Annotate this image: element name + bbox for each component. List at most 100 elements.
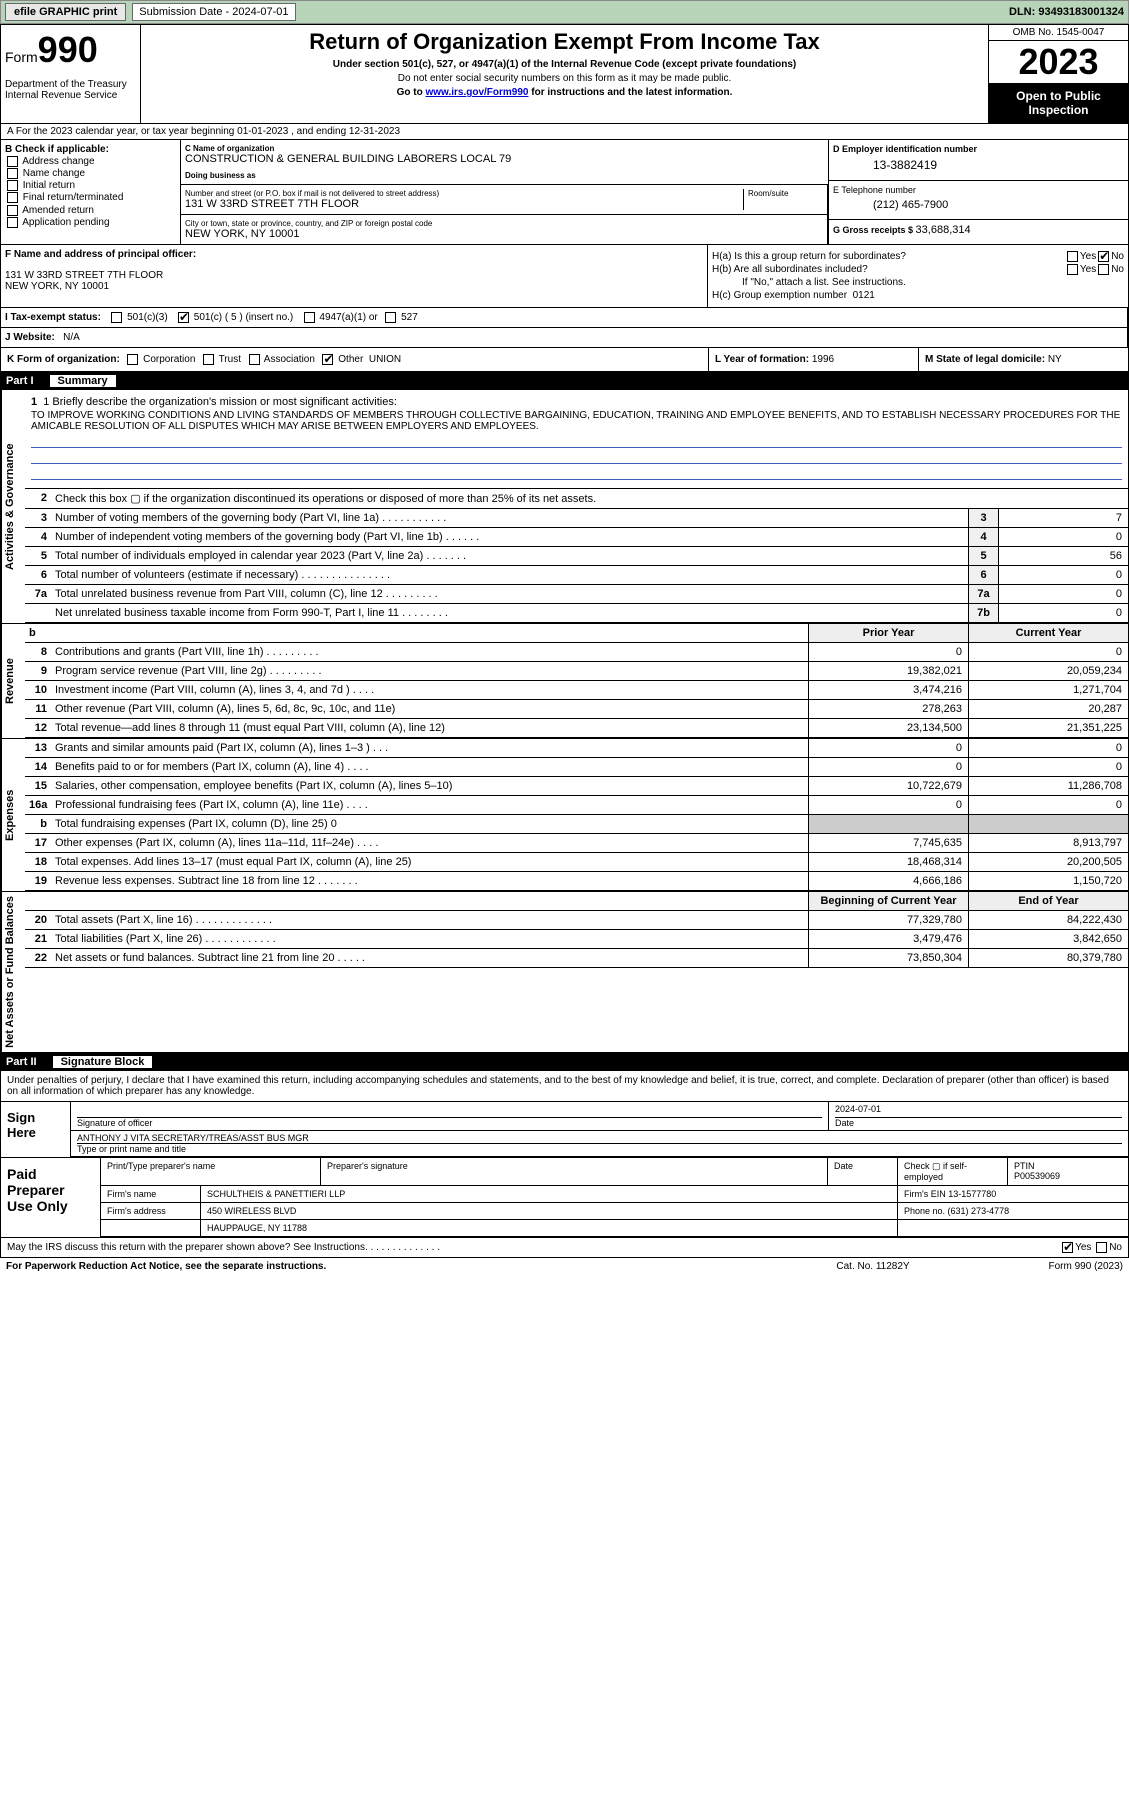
blank-line	[31, 434, 1122, 448]
gov-row: 4 Number of independent voting members o…	[25, 528, 1128, 547]
sign-here-label: Sign Here	[1, 1102, 71, 1157]
line-desc: Total assets (Part X, line 16) . . . . .…	[51, 911, 808, 929]
4947-checkbox[interactable]	[304, 312, 315, 323]
current-year-val: 0	[968, 758, 1128, 776]
room-label: Room/suite	[748, 189, 823, 198]
sig-date: 2024-07-01	[835, 1104, 1122, 1118]
prior-year-val: 0	[808, 739, 968, 757]
data-row: 19 Revenue less expenses. Subtract line …	[25, 872, 1128, 891]
line-desc: Contributions and grants (Part VIII, lin…	[51, 643, 808, 661]
k-opt: Other	[338, 354, 363, 365]
street-label: Number and street (or P.O. box if mail i…	[185, 189, 743, 198]
initial-return-checkbox[interactable]	[7, 180, 18, 191]
current-year-val: 80,379,780	[968, 949, 1128, 967]
col-b: B Check if applicable: Address change Na…	[1, 140, 181, 244]
ein: 13-3882419	[833, 154, 1124, 176]
corp-checkbox[interactable]	[127, 354, 138, 365]
line-box: 6	[968, 566, 998, 584]
prior-year-val	[808, 815, 968, 833]
signature-block: Under penalties of perjury, I declare th…	[0, 1071, 1129, 1238]
line-num: 10	[25, 681, 51, 699]
addr-change-checkbox[interactable]	[7, 156, 18, 167]
top-bar: efile GRAPHIC print Submission Date - 20…	[0, 0, 1129, 24]
firm-name-label: Firm's name	[101, 1186, 201, 1202]
net-assets-section: Net Assets or Fund Balances Beginning of…	[0, 892, 1129, 1053]
line-desc: Program service revenue (Part VIII, line…	[51, 662, 808, 680]
other-checkbox[interactable]	[322, 354, 333, 365]
website: N/A	[63, 332, 80, 343]
row-i: I Tax-exempt status: 501(c)(3) 501(c) ( …	[0, 308, 1129, 328]
line-num: 3	[25, 509, 51, 527]
final-return-checkbox[interactable]	[7, 192, 18, 203]
line-num: 11	[25, 700, 51, 718]
data-row: 17 Other expenses (Part IX, column (A), …	[25, 834, 1128, 853]
current-year-val: 0	[968, 739, 1128, 757]
prior-year-val: 0	[808, 758, 968, 776]
prior-year-val: 3,479,476	[808, 930, 968, 948]
firm-ein-label: Firm's EIN	[904, 1189, 948, 1199]
expenses-section: Expenses 13 Grants and similar amounts p…	[0, 739, 1129, 892]
k-label: K Form of organization:	[7, 354, 120, 365]
goto-prefix: Go to	[397, 87, 426, 98]
form-label: Form	[5, 49, 38, 65]
527-checkbox[interactable]	[385, 312, 396, 323]
discuss-yes-checkbox[interactable]	[1062, 1242, 1073, 1253]
line-desc: Professional fundraising fees (Part IX, …	[51, 796, 808, 814]
l-label: L Year of formation:	[715, 354, 812, 365]
firm-addr: 450 WIRELESS BLVD	[201, 1203, 898, 1219]
501c-checkbox[interactable]	[178, 312, 189, 323]
open-public: Open to Public Inspection	[989, 83, 1128, 123]
block-fh: F Name and address of principal officer:…	[0, 245, 1129, 308]
line-val: 0	[998, 566, 1128, 584]
city-label: City or town, state or province, country…	[185, 219, 823, 228]
line-val: 0	[998, 585, 1128, 603]
gov-row: Net unrelated business taxable income fr…	[25, 604, 1128, 623]
efile-btn[interactable]: efile GRAPHIC print	[5, 3, 126, 21]
501c3-checkbox[interactable]	[111, 312, 122, 323]
i-label: I Tax-exempt status:	[5, 312, 101, 323]
hb-yes-checkbox[interactable]	[1067, 264, 1078, 275]
name-change-checkbox[interactable]	[7, 168, 18, 179]
form-number: 990	[38, 29, 98, 70]
line-desc: Revenue less expenses. Subtract line 18 …	[51, 872, 808, 890]
yes-label: Yes	[1080, 251, 1096, 262]
prior-year-val: 7,745,635	[808, 834, 968, 852]
part-ii-header: Part II Signature Block	[0, 1053, 1129, 1071]
line-desc: Number of voting members of the governin…	[51, 509, 968, 527]
ha-no-checkbox[interactable]	[1098, 251, 1109, 262]
city: NEW YORK, NY 10001	[185, 228, 823, 240]
part-num: Part I	[6, 375, 46, 387]
sig-label: Signature of officer	[77, 1118, 152, 1128]
section-a: A For the 2023 calendar year, or tax yea…	[0, 124, 1129, 140]
line-desc: Salaries, other compensation, employee b…	[51, 777, 808, 795]
line-num: 12	[25, 719, 51, 737]
governance-section: Activities & Governance 1 1 Briefly desc…	[0, 390, 1129, 624]
data-row: b Total fundraising expenses (Part IX, c…	[25, 815, 1128, 834]
current-year-val: 0	[968, 643, 1128, 661]
firm-addr-label: Firm's address	[101, 1203, 201, 1219]
line-num: 7a	[25, 585, 51, 603]
irs-link[interactable]: www.irs.gov/Form990	[425, 87, 528, 98]
line-desc: Other expenses (Part IX, column (A), lin…	[51, 834, 808, 852]
current-year-val: 84,222,430	[968, 911, 1128, 929]
current-year-val: 20,059,234	[968, 662, 1128, 680]
form-header: Form990 Department of the Treasury Inter…	[0, 24, 1129, 124]
col-f: F Name and address of principal officer:…	[1, 245, 708, 307]
name-label: Type or print name and title	[77, 1144, 186, 1154]
line-num: 21	[25, 930, 51, 948]
footer: For Paperwork Reduction Act Notice, see …	[0, 1258, 1129, 1275]
current-year-hdr: Current Year	[968, 624, 1128, 642]
app-pending-checkbox[interactable]	[7, 217, 18, 228]
trust-checkbox[interactable]	[203, 354, 214, 365]
data-row: 14 Benefits paid to or for members (Part…	[25, 758, 1128, 777]
dept-label: Department of the Treasury Internal Reve…	[5, 79, 136, 101]
amended-return-checkbox[interactable]	[7, 205, 18, 216]
assoc-checkbox[interactable]	[249, 354, 260, 365]
form-subtitle: Under section 501(c), 527, or 4947(a)(1)…	[149, 59, 980, 70]
hb-no-checkbox[interactable]	[1098, 264, 1109, 275]
line-desc: Grants and similar amounts paid (Part IX…	[51, 739, 808, 757]
current-year-val: 0	[968, 796, 1128, 814]
line-desc: Net assets or fund balances. Subtract li…	[51, 949, 808, 967]
discuss-no-checkbox[interactable]	[1096, 1242, 1107, 1253]
ha-yes-checkbox[interactable]	[1067, 251, 1078, 262]
